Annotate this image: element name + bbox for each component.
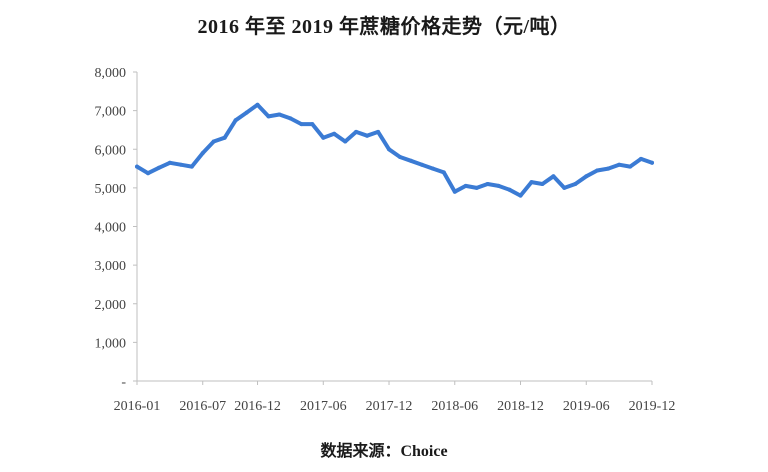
data-point [452, 189, 457, 194]
data-point [617, 162, 622, 167]
x-tick-label: 2018-12 [497, 399, 544, 414]
y-tick-label: 2,000 [95, 298, 127, 313]
data-point [365, 133, 370, 138]
data-point [156, 165, 161, 170]
data-point [354, 129, 359, 134]
data-point [277, 112, 282, 117]
data-point [419, 162, 424, 167]
x-tick-label: 2019-12 [629, 399, 676, 414]
x-tick-label: 2016-12 [234, 399, 281, 414]
y-tick-label: 3,000 [95, 259, 127, 274]
y-tick-label: 7,000 [95, 105, 127, 120]
data-point [343, 139, 348, 144]
x-tick-label: 2017-12 [366, 399, 413, 414]
data-point [266, 114, 271, 119]
data-point [135, 164, 139, 169]
data-point [211, 139, 216, 144]
data-point [485, 182, 490, 186]
series-group [135, 102, 654, 198]
data-point [244, 110, 249, 115]
data-point [189, 164, 194, 169]
data-point [639, 156, 643, 161]
data-point [255, 102, 260, 107]
data-point [200, 151, 205, 156]
series-line [135, 102, 654, 198]
data-point [398, 155, 402, 159]
data-point [178, 162, 183, 167]
data-point [474, 185, 479, 190]
x-axis: 2016-01 2016-07 2016-12 2017-06 2017-12 2018-… [114, 380, 676, 414]
data-point [321, 135, 326, 140]
data-point [299, 122, 304, 127]
x-tick-label: 2016-07 [179, 399, 226, 414]
data-point [441, 170, 446, 175]
data-point [387, 147, 391, 152]
x-tick-label: 2016-01 [114, 399, 161, 414]
data-point [408, 158, 413, 163]
data-point [222, 135, 227, 140]
data-point [606, 166, 611, 171]
data-point [650, 160, 654, 165]
data-point [146, 171, 150, 176]
data-point [332, 131, 337, 136]
y-tick-label: - [121, 375, 126, 390]
data-point [463, 183, 468, 188]
data-point [628, 164, 633, 169]
y-tick-label: 8,000 [95, 66, 127, 81]
data-point [540, 182, 545, 186]
y-tick-label: 1,000 [95, 336, 127, 351]
data-point [167, 160, 172, 165]
chart-title: 2016 年至 2019 年蔗糖价格走势（元/吨） [197, 16, 571, 38]
data-point [562, 185, 567, 190]
data-point [551, 174, 556, 179]
data-point [430, 166, 435, 171]
y-axis: - 1,000 2,000 3,000 4,000 5,000 6,000 7,000 8,00… [95, 66, 138, 390]
data-point [595, 168, 600, 173]
data-point [288, 116, 293, 121]
data-point [496, 183, 501, 188]
data-point [310, 122, 315, 127]
y-tick-label: 6,000 [95, 143, 127, 158]
x-tick-label: 2017-06 [300, 399, 347, 414]
data-source-note: 数据来源：Choice [320, 443, 448, 460]
y-tick-label: 5,000 [95, 182, 127, 197]
data-point [518, 193, 523, 198]
data-point [529, 180, 534, 185]
y-tick-label: 4,000 [95, 221, 127, 236]
data-point [584, 174, 589, 179]
data-point [376, 129, 381, 134]
data-point [507, 187, 512, 192]
data-point [573, 182, 578, 186]
data-point [233, 118, 238, 123]
x-tick-label: 2019-06 [563, 399, 610, 414]
x-tick-label: 2018-06 [431, 399, 478, 414]
